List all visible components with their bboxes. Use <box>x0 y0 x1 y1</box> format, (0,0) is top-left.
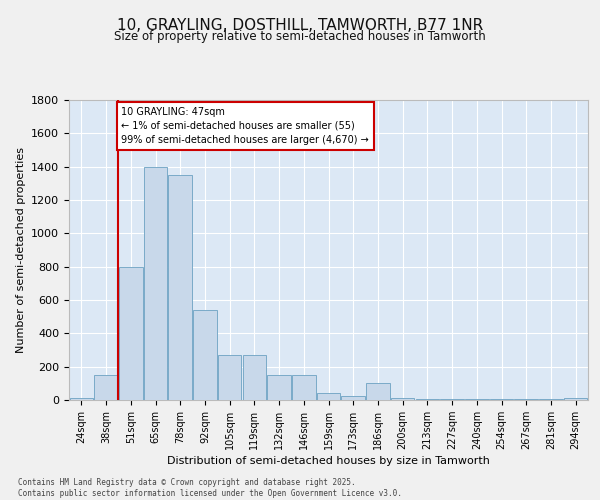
Bar <box>119 266 143 400</box>
Text: 10, GRAYLING, DOSTHILL, TAMWORTH, B77 1NR: 10, GRAYLING, DOSTHILL, TAMWORTH, B77 1N… <box>117 18 483 32</box>
X-axis label: Distribution of semi-detached houses by size in Tamworth: Distribution of semi-detached houses by … <box>167 456 490 466</box>
Bar <box>268 375 291 400</box>
Bar <box>416 399 439 400</box>
Bar <box>317 394 340 400</box>
Bar <box>366 384 389 400</box>
Bar <box>539 399 563 400</box>
Bar <box>465 399 488 400</box>
Bar <box>144 166 167 400</box>
Bar <box>218 355 241 400</box>
Bar <box>193 310 217 400</box>
Bar <box>440 399 464 400</box>
Y-axis label: Number of semi-detached properties: Number of semi-detached properties <box>16 147 26 353</box>
Bar <box>514 399 538 400</box>
Bar <box>490 399 513 400</box>
Text: Size of property relative to semi-detached houses in Tamworth: Size of property relative to semi-detach… <box>114 30 486 43</box>
Bar <box>292 375 316 400</box>
Bar <box>564 398 587 400</box>
Text: 10 GRAYLING: 47sqm
← 1% of semi-detached houses are smaller (55)
99% of semi-det: 10 GRAYLING: 47sqm ← 1% of semi-detached… <box>121 106 369 144</box>
Bar <box>94 375 118 400</box>
Bar <box>169 175 192 400</box>
Text: Contains HM Land Registry data © Crown copyright and database right 2025.
Contai: Contains HM Land Registry data © Crown c… <box>18 478 402 498</box>
Bar <box>242 355 266 400</box>
Bar <box>70 398 93 400</box>
Bar <box>341 396 365 400</box>
Bar <box>391 398 415 400</box>
